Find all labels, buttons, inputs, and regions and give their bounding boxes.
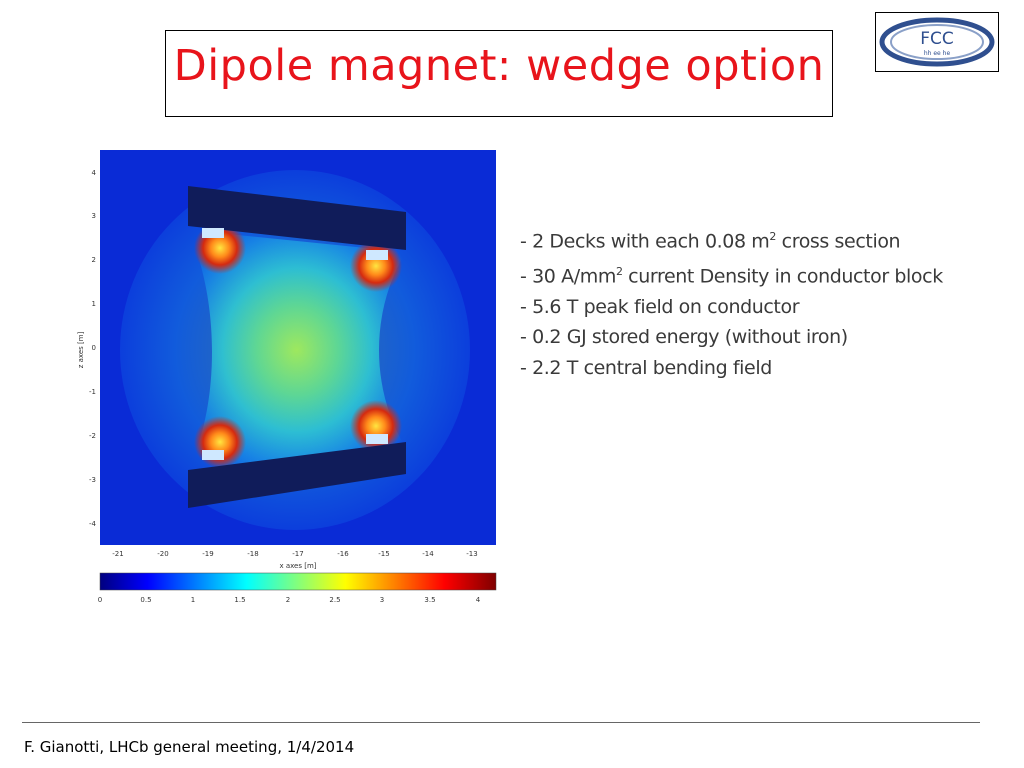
x-axis-label: x axes [m]	[279, 562, 316, 570]
field-map-svg: 4 3 2 1 0 -1 -2 -3 -4 z axes [m] -21 -20…	[77, 150, 497, 604]
bullet-text: current Density in conductor block	[622, 265, 943, 288]
colorbar-tick-label: 1.5	[234, 596, 245, 604]
bullet-item: - 30 A/mm2 current Density in conductor …	[520, 257, 1024, 292]
x-tick-label: -14	[422, 550, 434, 558]
x-tick-label: -18	[247, 550, 258, 558]
hot-spot-bottom-right	[350, 400, 402, 452]
y-tick-label: -2	[89, 432, 96, 440]
y-tick-label: 1	[92, 300, 96, 308]
bullet-text: cross section	[776, 230, 901, 253]
colorbar-tick-label: 1	[191, 596, 195, 604]
y-tick-label: -3	[89, 476, 96, 484]
bullet-list: - 2 Decks with each 0.08 m2 cross sectio…	[520, 222, 1024, 383]
footer-divider	[22, 722, 980, 723]
conductor-block	[202, 450, 224, 460]
superscript: 2	[615, 264, 623, 278]
lower-deck	[188, 442, 406, 508]
bullet-item: - 5.6 T peak field on conductor	[520, 292, 1024, 323]
title-box: Dipole magnet: wedge option	[165, 30, 833, 117]
hot-spot-bottom-left	[194, 416, 246, 468]
y-tick-label: -4	[89, 520, 97, 528]
fcc-logo-box: FCC hh ee he	[875, 12, 999, 72]
logo-text: FCC	[920, 29, 954, 49]
bullet-item: - 0.2 GJ stored energy (without iron)	[520, 322, 1024, 353]
colorbar-tick-label: 0.5	[140, 596, 151, 604]
colorbar-tick-label: 0	[98, 596, 102, 604]
x-tick-label: -15	[378, 550, 389, 558]
colorbar-tick-label: 4	[476, 596, 481, 604]
y-tick-label: 3	[92, 212, 96, 220]
y-tick-label: 0	[92, 344, 96, 352]
y-axis-label: z axes [m]	[77, 331, 85, 368]
conductor-block	[366, 250, 388, 260]
y-tick-label: 4	[92, 169, 97, 177]
superscript: 2	[769, 230, 777, 243]
bullet-text: - 30 A/mm	[520, 265, 616, 288]
bullet-item: - 2.2 T central bending field	[520, 353, 1024, 384]
bullet-text: - 5.6 T peak field on conductor	[520, 295, 800, 318]
bullet-text: - 0.2 GJ stored energy (without iron)	[520, 326, 848, 349]
x-tick-label: -20	[157, 550, 168, 558]
y-tick-label: 2	[92, 256, 96, 264]
hot-spot-top-right	[350, 240, 402, 292]
slide-title: Dipole magnet: wedge option	[173, 41, 825, 91]
x-tick-label: -19	[202, 550, 213, 558]
colorbar-tick-label: 3.5	[424, 596, 435, 604]
conductor-block	[202, 228, 224, 238]
colorbar-tick-label: 2	[286, 596, 290, 604]
x-tick-label: -13	[466, 550, 477, 558]
field-map-figure: 4 3 2 1 0 -1 -2 -3 -4 z axes [m] -21 -20…	[70, 140, 510, 610]
colorbar-tick-label: 3	[380, 596, 384, 604]
x-tick-label: -21	[112, 550, 123, 558]
colorbar-tick-label: 2.5	[329, 596, 340, 604]
logo-subtext: hh ee he	[924, 50, 951, 57]
x-tick-label: -16	[337, 550, 349, 558]
footer-text: F. Gianotti, LHCb general meeting, 1/4/2…	[24, 738, 355, 756]
bullet-text: - 2.2 T central bending field	[520, 356, 772, 379]
bullet-item: - 2 Decks with each 0.08 m2 cross sectio…	[520, 222, 1024, 257]
y-tick-label: -1	[89, 388, 96, 396]
fcc-logo: FCC hh ee he	[879, 17, 995, 67]
x-tick-label: -17	[292, 550, 303, 558]
conductor-block	[366, 434, 388, 444]
colorbar	[99, 572, 497, 591]
upper-deck	[188, 186, 406, 250]
bullet-text: - 2 Decks with each 0.08 m	[520, 230, 770, 253]
